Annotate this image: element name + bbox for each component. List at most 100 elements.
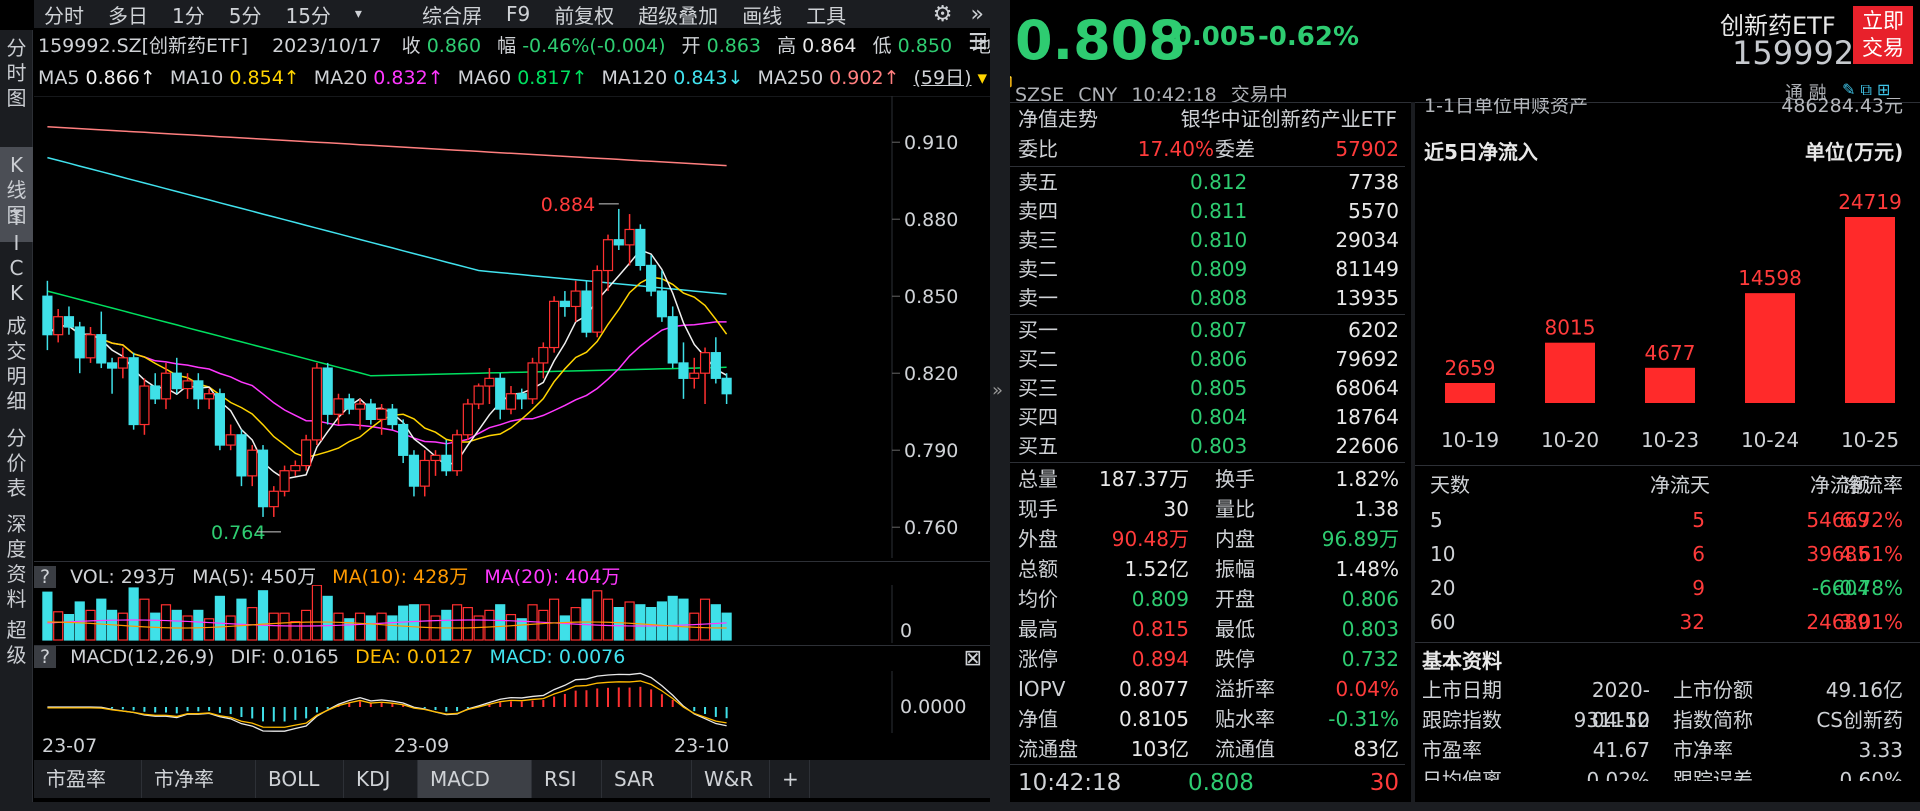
close-icon[interactable]: ⊠: [963, 646, 982, 671]
volume-bar: [117, 612, 128, 641]
close-value: 0.860: [426, 35, 482, 57]
indicator-tab-0[interactable]: 市盈率: [34, 760, 142, 798]
vol-ma10: MA(10): 428万: [332, 566, 469, 588]
stat-value: 1.52亿: [1124, 557, 1189, 581]
inflow-bar: [1645, 367, 1695, 403]
sidebar-item-6[interactable]: 超级: [0, 612, 33, 667]
volume-bar: [419, 604, 430, 641]
indicator-tab-7[interactable]: W&R: [692, 760, 770, 798]
indicator-tab-2[interactable]: BOLL: [256, 760, 344, 798]
indicator-tab-1[interactable]: 市净率: [142, 760, 256, 798]
ask-row: 卖一 0.808 13935: [1010, 284, 1405, 313]
top-tab-8[interactable]: 前复权: [554, 3, 615, 28]
level-price: 0.806: [1190, 347, 1248, 371]
top-tab-2[interactable]: 1分: [172, 3, 205, 28]
ma-period-button[interactable]: (59日): [913, 67, 972, 89]
head-net-amount: 净流额: [1810, 473, 1870, 497]
divider: [1010, 764, 1405, 765]
flow-unit: 单位(万元): [1805, 140, 1904, 164]
basic-value: 0.60%: [1839, 768, 1903, 781]
sidebar-item-3[interactable]: 成交明细: [0, 308, 33, 413]
macd-chart[interactable]: 0.0000: [34, 671, 990, 733]
basic-value: 931152: [1573, 708, 1650, 732]
bid-row: 买一 0.807 6202: [1010, 316, 1405, 345]
flow-net-amount: 24689: [1806, 610, 1870, 634]
volume-bar: [268, 612, 279, 641]
stat-row: 外盘 90.48万 内盘 96.89万: [1010, 524, 1405, 554]
level-price: 0.803: [1190, 434, 1248, 458]
help-icon[interactable]: ?: [34, 646, 57, 668]
candle: [646, 264, 657, 292]
sidebar-char: I: [13, 231, 20, 255]
volume-bar: [322, 595, 333, 641]
candle: [333, 398, 344, 415]
stat-value: 0.809: [1131, 587, 1189, 611]
volume-bar: [301, 609, 312, 641]
sidebar-char: 图: [6, 86, 27, 110]
currency: CNY: [1078, 84, 1118, 106]
ask-row: 卖三 0.810 29034: [1010, 226, 1405, 255]
stat-label: 最低: [1215, 617, 1255, 641]
top-tab-11[interactable]: 工具: [806, 3, 847, 28]
volume-chart[interactable]: 0: [34, 585, 990, 643]
volume-bar: [462, 607, 473, 641]
ma-label-5: MA250: [757, 67, 824, 89]
list-icon[interactable]: ☰: [968, 30, 988, 55]
indicator-tab-8[interactable]: +: [770, 760, 810, 798]
sidebar-char: 料: [6, 587, 27, 611]
sidebar-item-0[interactable]: 分时图: [0, 30, 33, 120]
volume-bar: [495, 604, 506, 641]
stat-label: 涨停: [1018, 647, 1058, 671]
top-tab-6[interactable]: 综合屏: [421, 3, 482, 28]
top-tab-1[interactable]: 多日: [108, 3, 148, 28]
inflow-date: 10-23: [1641, 428, 1699, 452]
top-tab-10[interactable]: 画线: [742, 3, 783, 28]
level-price: 0.810: [1190, 228, 1248, 252]
trade-now-button[interactable]: 立即 交易: [1853, 6, 1913, 64]
top-tab-5[interactable]: ▾: [354, 6, 362, 22]
x-tick-label: 23-09: [394, 735, 450, 757]
indicator-tab-6[interactable]: SAR: [602, 760, 692, 798]
ma-value-3: 0.817↑: [517, 67, 588, 89]
indicator-tab-5[interactable]: RSI: [532, 760, 602, 798]
collapse-icon[interactable]: »: [992, 380, 1004, 401]
exchange-line: SZSE CNY 10:42:18 交易中: [1015, 80, 1288, 107]
y-tick-label: 0.850: [904, 286, 958, 308]
level-volume: 81149: [1335, 257, 1399, 281]
candle: [204, 393, 215, 400]
level-label: 卖五: [1018, 170, 1058, 194]
candle: [42, 295, 53, 336]
toolbar-icons[interactable]: ✎ ⧉ ⊞: [1842, 80, 1891, 99]
stat-row: 总量 187.37万 换手 1.82%: [1010, 464, 1405, 494]
candle: [505, 393, 517, 410]
candle: [581, 290, 592, 333]
basic-row: 日均偏离 0.02% 跟踪误差 0.60%: [1420, 765, 1915, 781]
top-tab-9[interactable]: 超级叠加: [638, 3, 719, 28]
sidebar-item-5[interactable]: 深度资料: [0, 506, 33, 611]
sidebar-item-4[interactable]: 分价表: [0, 420, 33, 500]
top-tab-4[interactable]: 15分: [285, 3, 331, 28]
level-label: 买五: [1018, 434, 1058, 458]
volume-bar: [538, 609, 549, 641]
divider: [1415, 642, 1920, 643]
candlestick-chart[interactable]: 0.910 0.880 0.850 0.820 0.790 0.760 0.884 0.764: [34, 96, 990, 558]
top-tab-3[interactable]: 5分: [228, 3, 262, 28]
indicator-tab-3[interactable]: KDJ: [344, 760, 418, 798]
gear-icon[interactable]: ⚙: [932, 1, 953, 27]
indicator-tab-4[interactable]: MACD: [418, 760, 532, 798]
top-tab-0[interactable]: 分时: [44, 3, 84, 28]
stat-row: 总额 1.52亿 振幅 1.48%: [1010, 554, 1405, 584]
panel-divider[interactable]: »: [990, 0, 1010, 802]
volume-bar: [236, 598, 247, 641]
expand-icon[interactable]: »: [970, 1, 984, 27]
stat-value: 90.48万: [1111, 527, 1189, 551]
stat-label: 总额: [1018, 557, 1058, 581]
nav-trend-link[interactable]: 净值走势: [1018, 107, 1098, 131]
top-tab-7[interactable]: F9: [505, 2, 531, 26]
candle: [139, 385, 150, 426]
help-icon[interactable]: ?: [34, 566, 57, 588]
basic-label: 上市日期: [1422, 678, 1502, 702]
sidebar-char: 细: [6, 389, 27, 413]
